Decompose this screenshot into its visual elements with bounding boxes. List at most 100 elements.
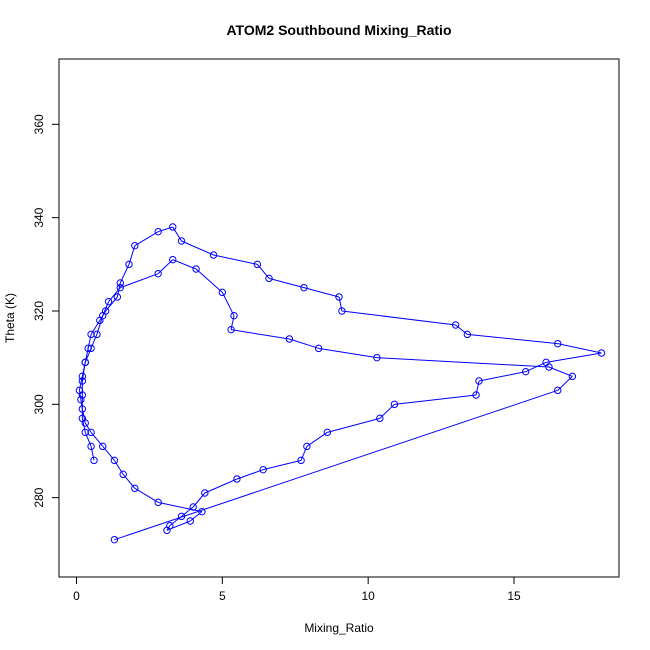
series-segment — [172, 226, 182, 242]
data-point — [209, 251, 218, 259]
series-segment — [114, 389, 558, 541]
data-point — [265, 274, 273, 283]
data-point — [169, 255, 177, 264]
y-tick-label: 280 — [32, 487, 46, 507]
y-tick-label: 320 — [32, 301, 46, 321]
data-point — [323, 428, 332, 437]
series-segment — [195, 268, 223, 293]
data-point — [472, 391, 480, 399]
data-point — [463, 330, 472, 339]
series-segment — [230, 315, 235, 330]
chart-title: ATOM2 Southbound Mixing_Ratio — [226, 22, 451, 38]
series-segment — [158, 226, 173, 233]
series-layer — [75, 223, 606, 544]
data-point — [81, 358, 89, 367]
data-point — [201, 489, 209, 497]
data-point — [163, 526, 171, 535]
series-segment — [236, 469, 264, 480]
x-tick-label: 5 — [219, 589, 226, 603]
series-segment — [134, 487, 159, 503]
y-tick-label: 300 — [32, 394, 46, 414]
data-point — [521, 367, 530, 376]
data-point — [338, 307, 346, 315]
data-point — [253, 260, 262, 269]
series-segment — [213, 254, 258, 265]
data-point — [84, 344, 92, 353]
data-point — [75, 386, 84, 395]
series-segment — [268, 277, 305, 289]
series-segment — [166, 525, 171, 531]
data-point — [131, 484, 139, 493]
series-segment — [455, 324, 468, 335]
series-segment — [467, 333, 558, 345]
series-segment — [181, 506, 194, 517]
series-segment — [84, 422, 92, 433]
series-segment — [90, 320, 101, 335]
plot-area-frame — [58, 58, 620, 578]
y-tick-label: 340 — [32, 207, 46, 227]
series-segment — [394, 394, 477, 405]
y-axis: 280 300 320 340 360 — [32, 114, 60, 508]
series-segment — [120, 273, 159, 289]
data-point — [227, 325, 235, 334]
series-segment — [327, 417, 380, 433]
series-segment — [376, 357, 550, 368]
data-point — [545, 363, 553, 371]
data-point — [314, 344, 323, 353]
data-point — [93, 330, 101, 339]
data-point — [390, 400, 399, 409]
data-point — [110, 535, 119, 544]
data-point — [554, 339, 562, 348]
data-point — [554, 386, 562, 395]
x-tick-label: 0 — [73, 589, 80, 603]
data-point — [297, 456, 305, 465]
data-point — [177, 512, 186, 521]
data-point — [376, 414, 384, 423]
series-segment — [341, 310, 456, 326]
data-point — [78, 372, 87, 381]
series-segment — [303, 287, 340, 298]
series-segment — [300, 446, 308, 461]
data-point — [81, 419, 89, 427]
data-point — [116, 279, 124, 287]
data-point — [131, 241, 139, 250]
data-point — [113, 293, 122, 301]
data-point — [87, 428, 95, 437]
data-point — [568, 372, 577, 381]
series-segment — [475, 380, 480, 396]
data-point — [154, 227, 162, 236]
data-point — [119, 470, 127, 479]
data-point — [233, 475, 241, 483]
x-tick-label: 15 — [507, 589, 521, 603]
data-point — [189, 503, 197, 511]
data-point — [110, 456, 119, 465]
data-point — [300, 283, 308, 292]
series-segment — [113, 460, 124, 475]
data-point — [154, 498, 162, 507]
series-segment — [81, 362, 86, 377]
data-point — [198, 507, 206, 516]
series-segment — [263, 459, 302, 471]
series-segment — [557, 343, 602, 354]
data-point — [218, 288, 227, 297]
series-segment — [90, 334, 98, 349]
series-segment — [525, 361, 547, 373]
data-point — [78, 405, 87, 413]
data-point — [303, 442, 311, 451]
data-point — [186, 517, 194, 525]
x-axis: 0 5 10 15 — [73, 576, 521, 603]
data-point — [99, 442, 107, 451]
series-segment — [221, 292, 235, 316]
series-segment — [546, 352, 602, 363]
series-segment — [84, 432, 92, 447]
data-point — [373, 353, 381, 362]
data-point — [81, 428, 89, 437]
series-segment — [318, 347, 377, 359]
series-segment — [478, 371, 526, 382]
data-point — [451, 321, 460, 329]
series-segment — [338, 296, 343, 312]
series-segment — [78, 376, 83, 391]
series-segment — [231, 329, 290, 340]
data-point — [192, 265, 200, 273]
data-point — [259, 465, 267, 474]
